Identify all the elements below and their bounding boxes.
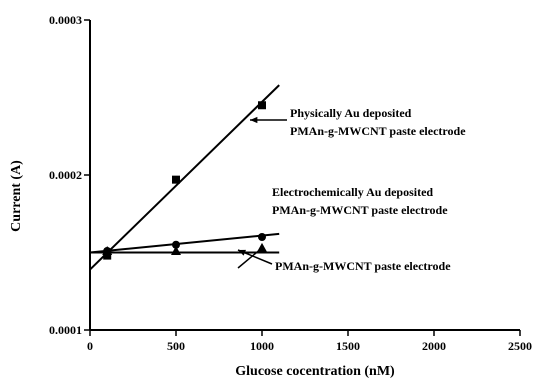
x-axis-label: Glucose cocentration (nM): [235, 364, 395, 379]
annotation-cross-mark: [237, 247, 263, 269]
annotation-arrowhead-3: [238, 249, 246, 256]
fit-lines: [89, 84, 280, 271]
annotation-arrowhead-1: [250, 116, 258, 124]
y-tick-label: 0.0001: [49, 323, 82, 337]
data-point-2-2: [172, 240, 180, 249]
y-tick-label: 0.0002: [49, 168, 82, 182]
annotations: Physically Au deposited PMAn-g-MWCNT past…: [237, 106, 466, 273]
data-point-1-3: [258, 101, 266, 110]
annotation-2-line-1: Electrochemically Au deposited: [272, 185, 433, 199]
data-point-3-2: [171, 245, 181, 255]
axes: [89, 20, 520, 331]
data-point-3-1: [102, 245, 113, 255]
annotation-1-line-2: PMAn-g-MWCNT paste electrode: [290, 124, 466, 138]
fit-line-1: [89, 84, 280, 271]
x-tick-label: 2000: [422, 339, 446, 353]
data-point-1-2: [172, 175, 180, 184]
x-tick-label: 2500: [508, 339, 532, 353]
annotation-1-line-1: Physically Au deposited: [290, 106, 412, 120]
annotation-3-line-1: PMAn-g-MWCNT paste electrode: [275, 259, 451, 273]
ticks: 0 500 1000 1500 2000 2500 0.0001 0.0002 0.0003: [49, 13, 532, 353]
y-axis-label: Current (A): [9, 160, 24, 232]
x-tick-label: 0: [87, 339, 93, 353]
data-point-2-3: [258, 233, 266, 241]
x-tick-label: 1500: [336, 339, 360, 353]
x-tick-label: 500: [167, 339, 185, 353]
data-point-1-1: [103, 251, 112, 260]
x-tick-label: 1000: [250, 339, 274, 353]
y-tick-label: 0.0003: [49, 13, 82, 27]
annotation-2-line-2: PMAn-g-MWCNT paste electrode: [272, 203, 448, 217]
fit-line-2: [89, 232, 280, 254]
data-markers: [102, 101, 267, 260]
